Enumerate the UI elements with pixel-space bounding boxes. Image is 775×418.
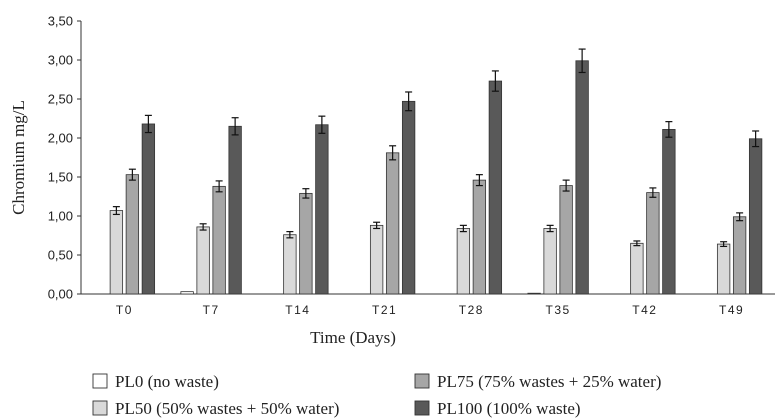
x-tick-label: T49 [719, 303, 744, 317]
bar-t28-series-2 [456, 228, 471, 295]
y-tick-label: 3,50 [48, 14, 73, 29]
x-tick-label: T0 [116, 303, 133, 317]
bar-t14-series-2 [283, 234, 297, 295]
legend-label: PL50 (50% wastes + 50% water) [115, 399, 339, 418]
legend-swatch [414, 373, 430, 389]
bar-t49-series-3 [732, 216, 747, 295]
bar-t42-series-4 [662, 129, 676, 295]
x-tick-label: T21 [372, 303, 397, 317]
bar-t14-series-3 [299, 192, 313, 295]
bar-t35-series-4 [575, 60, 589, 295]
bar-t21-series-3 [385, 152, 400, 295]
legend-label: PL0 (no waste) [115, 372, 219, 391]
legend-label: PL100 (100% waste) [437, 399, 581, 418]
bar-t35-series-1 [527, 292, 541, 295]
bar-t7-series-2 [196, 226, 210, 295]
legend: PL0 (no waste) PL50 (50% wastes + 50% wat… [92, 372, 661, 418]
legend-swatch [414, 400, 430, 416]
x-axis-title: Time (Days) [310, 328, 396, 347]
bar-t28-series-3 [472, 179, 487, 295]
legend-label: PL75 (75% wastes + 25% water) [437, 372, 661, 391]
bar-t7-series-4 [228, 125, 242, 295]
bar-t28-series-4 [488, 80, 503, 295]
y-tick-label: 1,00 [48, 209, 73, 224]
bar-t35-series-2 [543, 228, 557, 295]
bar-t21-series-4 [401, 100, 416, 295]
bar-t0-series-4 [141, 123, 156, 295]
y-tick-label: 2,50 [48, 92, 73, 107]
x-tick-label: T35 [546, 303, 571, 317]
bar-t14-series-4 [315, 124, 329, 295]
bar-t21-series-2 [369, 224, 384, 295]
legend-swatch [92, 373, 108, 389]
y-tick-label: 0,00 [48, 287, 73, 302]
bar-t0-series-3 [125, 174, 140, 295]
bar-t35-series-3 [559, 185, 573, 295]
bar-t42-series-2 [630, 242, 644, 295]
y-tick-label: 2,00 [48, 131, 73, 146]
bar-t7-series-1 [180, 291, 194, 295]
x-axis-ticks: T0 T7 T14 T21 T28 T35 T42 T49 [116, 303, 744, 317]
y-tick-label: 3,00 [48, 53, 73, 68]
legend-swatch [92, 400, 108, 416]
x-tick-label: T42 [632, 303, 657, 317]
y-axis-ticks: 0,00 0,50 1,00 1,50 2,00 2,50 3,00 3,50 [48, 14, 81, 302]
bars [109, 48, 763, 295]
bar-t49-series-4 [748, 138, 763, 295]
x-tick-label: T28 [459, 303, 484, 317]
bar-t49-series-2 [716, 243, 731, 295]
x-tick-label: T7 [203, 303, 220, 317]
y-axis-title: Chromium mg/L [9, 100, 28, 215]
y-tick-label: 1,50 [48, 170, 73, 185]
y-tick-label: 0,50 [48, 248, 73, 263]
bar-t42-series-3 [646, 192, 660, 295]
x-tick-label: T14 [285, 303, 310, 317]
bar-t7-series-3 [212, 185, 226, 295]
bar-t0-series-2 [109, 210, 124, 295]
